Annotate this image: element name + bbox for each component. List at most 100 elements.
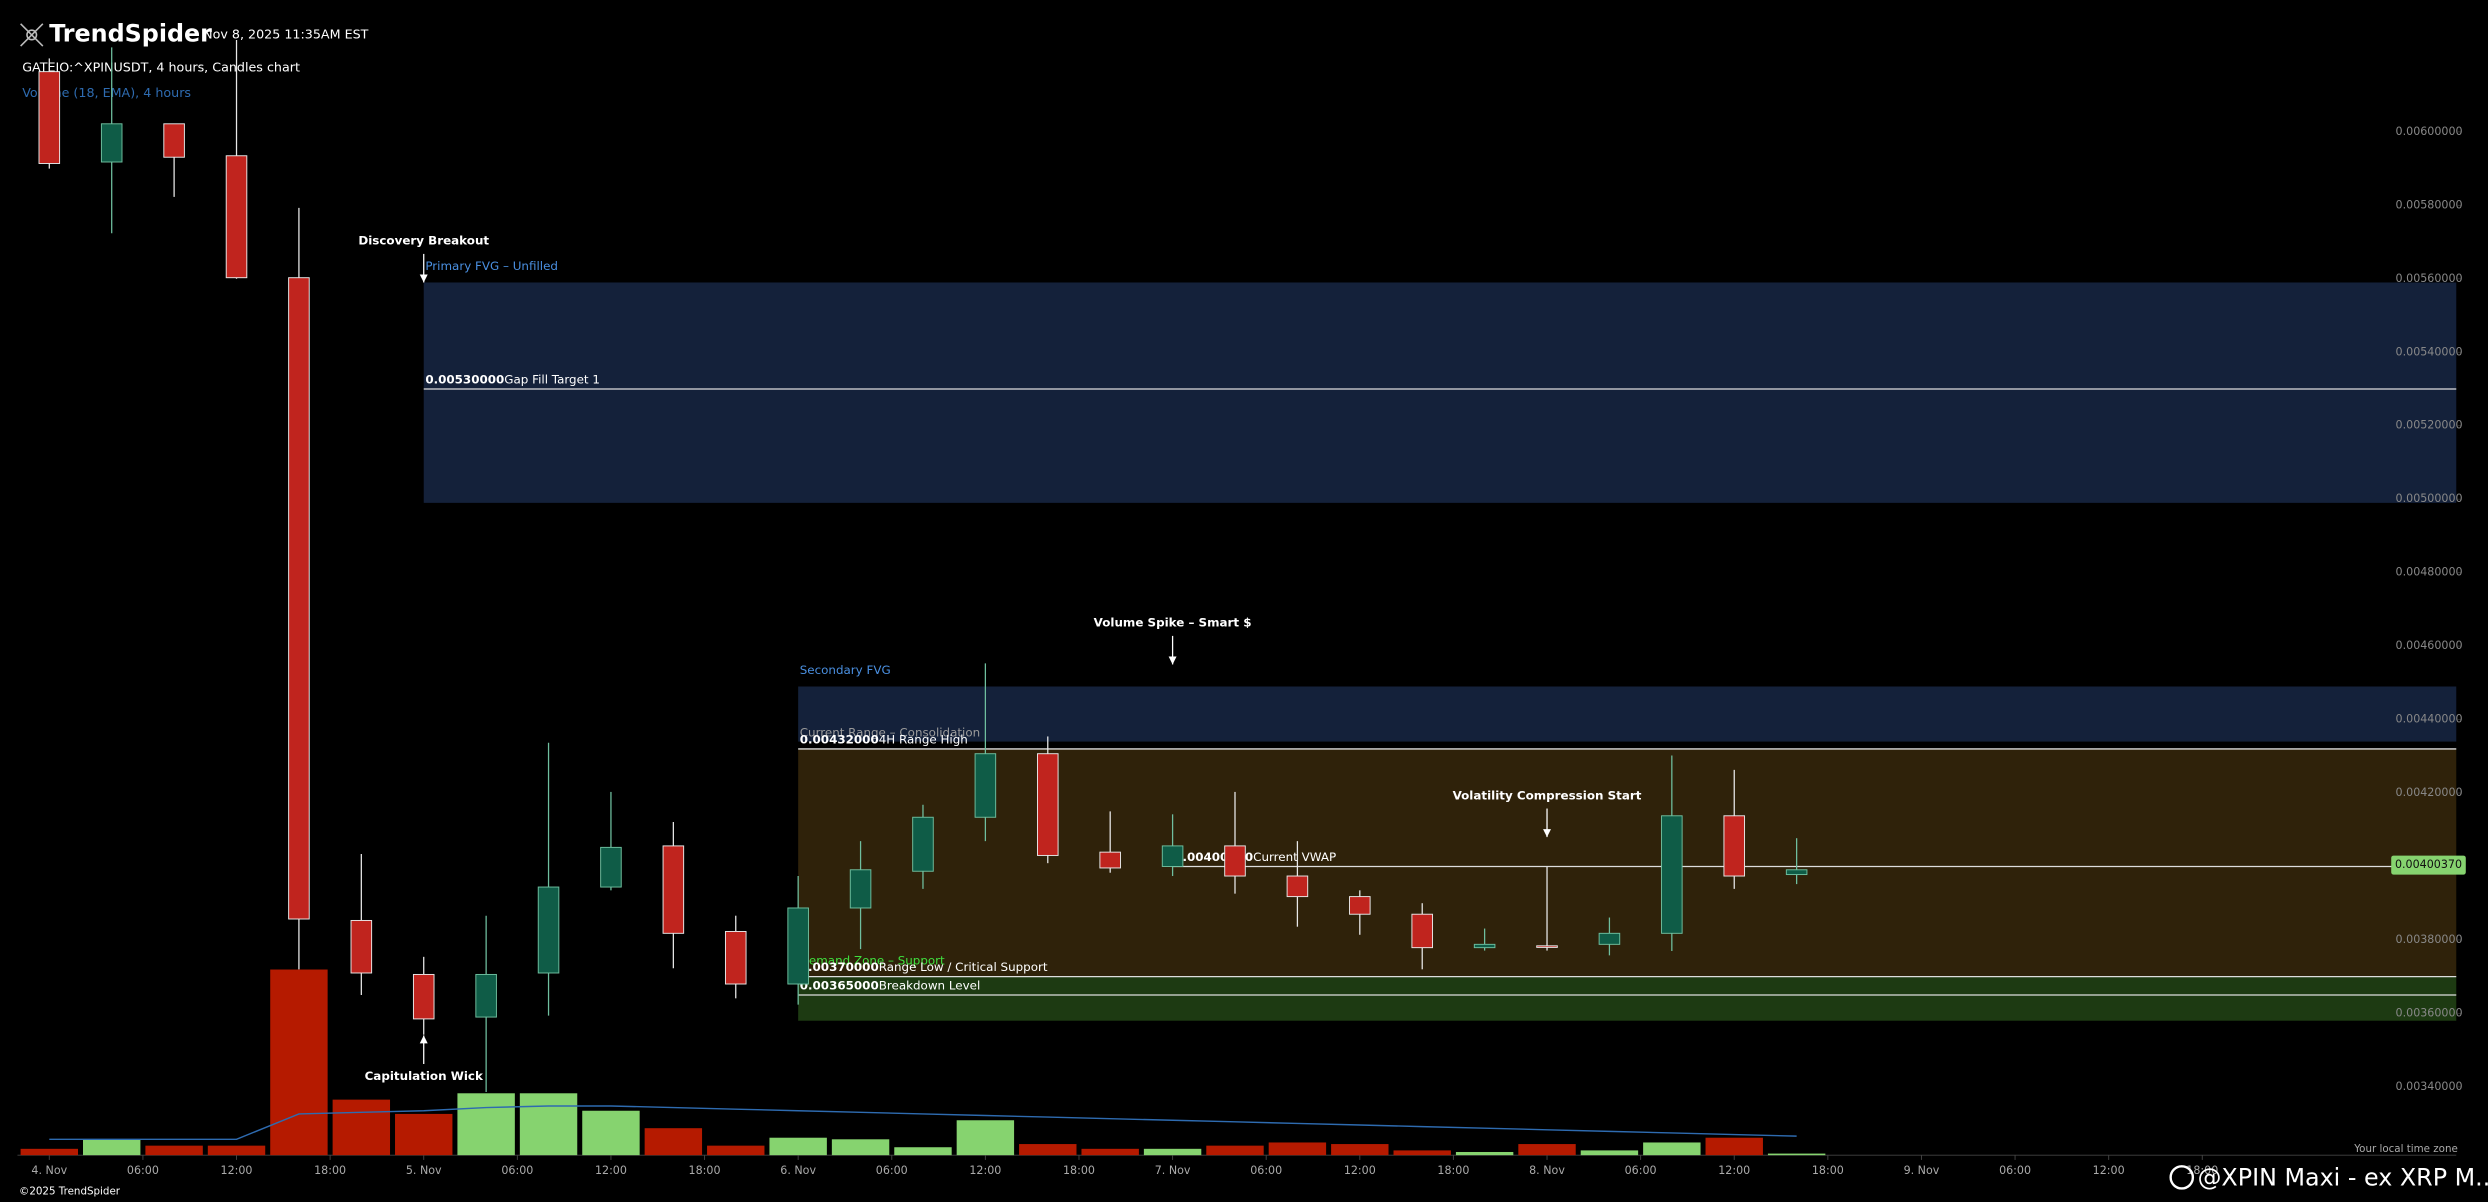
candle-body (787, 907, 809, 985)
candle-body (1785, 869, 1808, 876)
volume-bar (1081, 1148, 1139, 1156)
volume-bar (894, 1147, 952, 1156)
level-value: 0.00530000 (425, 372, 504, 386)
annotation-text: Volume Spike – Smart $ (1094, 616, 1252, 630)
volume-bar (582, 1110, 640, 1156)
timestamp: Nov 8, 2025 11:35AM EST (203, 26, 369, 41)
indicator-label: Volume (18, EMA), 4 hours (22, 85, 191, 100)
annotation-arrowhead (419, 1035, 428, 1044)
level-label: 0.00365000Breakdown Level (800, 978, 981, 992)
watermark: @XPIN Maxi - ex XRP M... (2169, 1163, 2488, 1191)
x-tick-label: 5. Nov (406, 1164, 442, 1177)
y-tick-label: 0.00360000 (2396, 1006, 2463, 1019)
volume-bar (457, 1093, 515, 1156)
annotation-text: Capitulation Wick (365, 1069, 484, 1083)
y-tick-label: 0.00540000 (2396, 345, 2463, 358)
y-tick-label: 0.00520000 (2396, 419, 2463, 432)
y-tick-label: 0.00560000 (2396, 272, 2463, 285)
y-tick-label: 0.00500000 (2396, 492, 2463, 505)
watermark-icon (2169, 1165, 2195, 1190)
candle-body (912, 816, 934, 872)
x-tick-label: 18:00 (1063, 1164, 1095, 1177)
level-value: 0.00370000 (800, 960, 879, 974)
x-tick-label: 12:00 (969, 1164, 1001, 1177)
annotation-text: Discovery Breakout (358, 234, 489, 248)
level-label: 0.00400000Current VWAP (1174, 849, 1336, 863)
x-tick-label: 18:00 (689, 1164, 721, 1177)
candle-body (1536, 945, 1558, 948)
x-tick-label: 12:00 (1718, 1164, 1750, 1177)
last-price-box (2391, 855, 2466, 875)
y-tick-label: 0.00420000 (2396, 786, 2463, 799)
annotation-text: Volatility Compression Start (1453, 788, 1642, 802)
volume-bar (644, 1128, 703, 1156)
candle-body (288, 277, 310, 920)
level-name: 4H Range High (879, 732, 968, 746)
x-tick-label: 06:00 (1625, 1164, 1657, 1177)
annotation-arrowhead (1543, 829, 1551, 838)
volume-bar (207, 1145, 266, 1156)
x-tick-label: 4. Nov (31, 1164, 67, 1177)
x-tick-label: 18:00 (2186, 1164, 2218, 1177)
candle-body (724, 931, 747, 985)
volume-bar (1143, 1148, 1202, 1156)
zone (798, 976, 2457, 1021)
candle-body (225, 155, 248, 279)
x-tick-label: 06:00 (1999, 1164, 2031, 1177)
candle-body (849, 869, 872, 909)
x-tick-label: 12:00 (221, 1164, 253, 1177)
volume-bar (519, 1093, 578, 1156)
volume-bar (1019, 1144, 1077, 1156)
x-tick-label: 7. Nov (1155, 1164, 1191, 1177)
x-tick-label: 18:00 (1812, 1164, 1844, 1177)
time-zone-note: Your local time zone (2353, 1143, 2458, 1155)
annotation-arrowhead (419, 274, 428, 283)
copyright: ©2025 TrendSpider (19, 1186, 121, 1198)
volume-bar (1580, 1150, 1639, 1156)
logo-icon (20, 23, 44, 47)
x-tick-label: 6. Nov (780, 1164, 816, 1177)
volume-bar (707, 1145, 765, 1156)
plot-area: Primary FVG – Unfilled Secondary FVG Curre… (17, 40, 2466, 1177)
x-tick-label: 06:00 (501, 1164, 533, 1177)
y-tick-label: 0.00580000 (2396, 198, 2463, 211)
candle-body (1598, 932, 1621, 945)
x-tick-label: 18:00 (1437, 1164, 1469, 1177)
candle-body (974, 753, 997, 818)
candle-body (1473, 943, 1496, 949)
candle-body (662, 845, 685, 934)
x-tick-label: 12:00 (2093, 1164, 2125, 1177)
x-tick-label: 06:00 (876, 1164, 908, 1177)
volume-bar (1268, 1142, 1327, 1156)
symbol-info: GATEIO:^XPINUSDT, 4 hours, Candles chart (22, 60, 300, 75)
x-tick-label: 9. Nov (1904, 1164, 1940, 1177)
volume-bar (395, 1113, 453, 1156)
x-tick-label: 12:00 (595, 1164, 627, 1177)
level-name: Gap Fill Target 1 (504, 372, 600, 386)
level-name: Range Low / Critical Support (879, 960, 1048, 974)
x-tick-label: 8. Nov (1529, 1164, 1565, 1177)
zone-label: Current Range – Consolidation (800, 726, 980, 740)
volume-bar (1455, 1151, 1514, 1156)
zone (798, 748, 2457, 977)
candle-body (1161, 845, 1184, 867)
candle-body (163, 123, 185, 158)
last-price-label: 0.00400370 (2395, 858, 2462, 871)
candle-body (1286, 875, 1309, 898)
watermark-text: @XPIN Maxi - ex XRP M... (2198, 1163, 2488, 1191)
level-name: Breakdown Level (879, 978, 981, 992)
candle-body (38, 71, 61, 164)
y-tick-label: 0.00380000 (2396, 933, 2463, 946)
level-label: 0.00530000Gap Fill Target 1 (425, 372, 600, 386)
candle-body (1349, 896, 1371, 915)
candle-body (1411, 913, 1433, 949)
candle-body (412, 973, 435, 1020)
volume-bar (270, 969, 328, 1156)
zone (798, 686, 2457, 742)
level-value: 0.00432000 (800, 732, 879, 746)
volume-bar (831, 1139, 890, 1156)
y-tick-label: 0.00480000 (2396, 566, 2463, 579)
